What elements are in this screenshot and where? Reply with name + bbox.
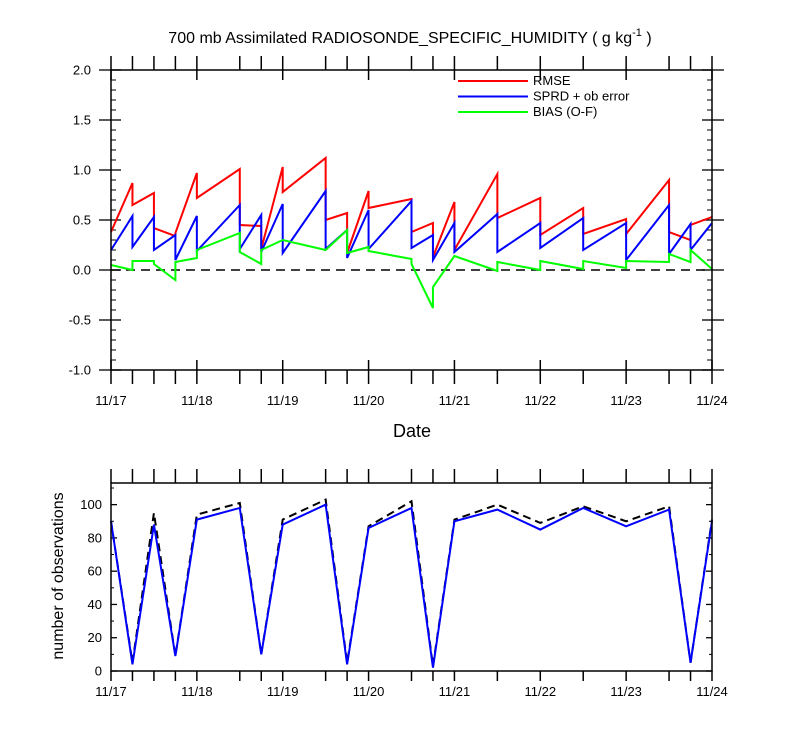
x-tick-label: 11/19 bbox=[267, 684, 299, 699]
legend-label: SPRD + ob error bbox=[533, 89, 630, 104]
series-line-bias-o-f bbox=[110, 227, 713, 309]
x-tick-label: 11/17 bbox=[95, 393, 127, 408]
series-line-assimilated bbox=[110, 503, 713, 668]
y-tick-label: 1.0 bbox=[73, 163, 91, 178]
bias-rmse-chart: 11/17 11/18 11/19 11/20 11/21 11/22 11/23 11/24… bbox=[69, 56, 728, 408]
x-tick-label: 11/22 bbox=[524, 684, 556, 699]
x-tick-label: 11/17 bbox=[95, 684, 127, 699]
x-tick-label: 11/18 bbox=[181, 393, 213, 408]
series-line-sprd-ob-error bbox=[110, 187, 713, 264]
y-tick-label: 100 bbox=[80, 497, 102, 512]
y-tick-label: 0.5 bbox=[73, 213, 91, 228]
x-tick-label: 11/24 bbox=[696, 393, 728, 408]
y-axis-title-observations: number of observations bbox=[50, 492, 67, 659]
y-tick-label: -0.5 bbox=[69, 313, 91, 328]
series-line-rmse bbox=[110, 155, 713, 258]
x-tick-label: 11/21 bbox=[439, 684, 471, 699]
x-tick-label: 11/21 bbox=[439, 393, 471, 408]
x-tick-label: 11/23 bbox=[610, 684, 642, 699]
y-tick-label: 80 bbox=[88, 530, 102, 545]
x-tick-label: 11/24 bbox=[696, 684, 728, 699]
legend-label: BIAS (O-F) bbox=[533, 104, 597, 119]
x-tick-label: 11/23 bbox=[610, 393, 642, 408]
x-tick-label: 11/22 bbox=[524, 393, 556, 408]
chart-title: 700 mb Assimilated RADIOSONDE_SPECIFIC_H… bbox=[168, 27, 651, 47]
y-tick-label: 60 bbox=[88, 564, 102, 579]
y-tick-label: 40 bbox=[88, 597, 102, 612]
chart-title-text: 700 mb Assimilated RADIOSONDE_SPECIFIC_H… bbox=[168, 30, 632, 47]
y-tick-label: 0.0 bbox=[73, 263, 91, 278]
x-tick-label: 11/20 bbox=[353, 393, 385, 408]
y-tick-label: 1.5 bbox=[73, 113, 91, 128]
y-tick-label: 20 bbox=[88, 630, 102, 645]
y-tick-label: 2.0 bbox=[73, 63, 91, 78]
x-tick-label: 11/19 bbox=[267, 393, 299, 408]
observation-count-chart: 11/17 11/18 11/19 11/20 11/21 11/22 11/23 11/24… bbox=[80, 469, 728, 699]
chart-title-exponent: -1 bbox=[632, 27, 642, 39]
chart-title-close: ) bbox=[642, 30, 652, 47]
legend-label: RMSE bbox=[533, 73, 571, 88]
y-tick-label: 0 bbox=[95, 664, 102, 679]
x-tick-label: 11/18 bbox=[181, 684, 213, 699]
x-axis-title: Date bbox=[393, 421, 431, 441]
y-tick-label: -1.0 bbox=[69, 363, 91, 378]
x-tick-label: 11/20 bbox=[353, 684, 385, 699]
